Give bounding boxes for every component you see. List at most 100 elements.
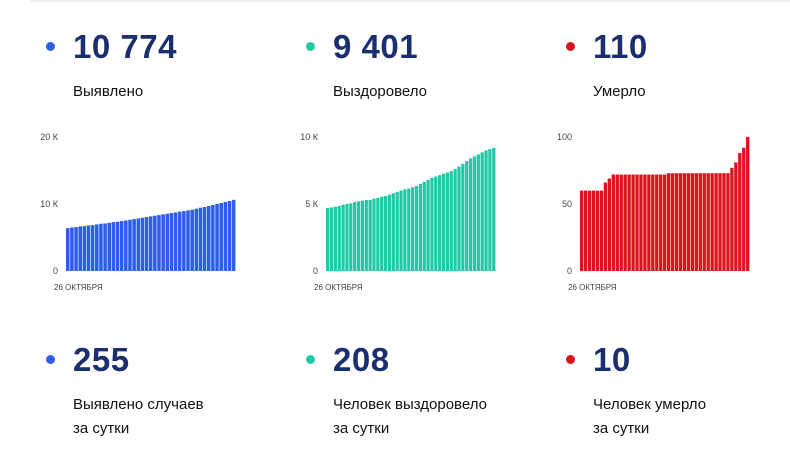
bar (611, 174, 615, 271)
total-detected-label: Выявлено (73, 83, 144, 100)
bar (356, 201, 361, 271)
bar (333, 206, 337, 271)
bar (78, 226, 82, 271)
bar (153, 215, 157, 271)
bar (674, 173, 679, 271)
bar (173, 212, 178, 272)
bar (82, 226, 87, 271)
bar (726, 173, 730, 271)
daily-detected-value: 255 (73, 341, 130, 378)
total-detected-value: 10 774 (73, 28, 177, 65)
died-dot-icon (566, 355, 575, 364)
bar (349, 203, 353, 271)
bar (690, 173, 695, 271)
recovered-dot-icon (306, 42, 315, 51)
bar (651, 174, 655, 271)
bar (619, 174, 623, 271)
bar (86, 225, 91, 271)
bar (631, 174, 635, 271)
bar (465, 161, 469, 271)
bar (659, 174, 663, 271)
y-tick-label: 10 К (40, 199, 59, 209)
bar (70, 227, 74, 271)
bar (403, 189, 407, 271)
bar (399, 190, 403, 271)
bar (734, 162, 738, 271)
bar (488, 149, 492, 271)
bar (326, 208, 330, 271)
bar (580, 190, 584, 271)
bar (128, 219, 132, 271)
bar (407, 188, 411, 271)
bar (140, 217, 145, 271)
bar (74, 227, 78, 271)
bar (186, 210, 190, 271)
bar (666, 173, 671, 271)
bar (583, 190, 588, 271)
bar (414, 185, 419, 271)
bar (169, 213, 174, 271)
x-start-label: 26 ОКТЯБРЯ (568, 283, 617, 292)
daily-recovered-value: 208 (333, 341, 390, 378)
bar (710, 173, 714, 271)
bar (161, 214, 165, 271)
bar (206, 206, 211, 271)
total-recovered-label: Выздоровело (333, 83, 428, 100)
bar (411, 187, 415, 271)
bar (587, 190, 592, 271)
bar (182, 211, 186, 271)
bar (99, 223, 103, 271)
bar (746, 137, 750, 271)
bar (111, 222, 116, 271)
bar (441, 173, 446, 271)
bar (591, 190, 596, 271)
bar (227, 200, 232, 271)
bar (198, 207, 203, 271)
bar (718, 173, 722, 271)
bar (329, 207, 334, 271)
total-died-label: Умерло (593, 83, 646, 100)
bar (219, 203, 223, 271)
bar (595, 190, 600, 271)
bar (383, 195, 388, 271)
bar (686, 173, 691, 271)
bar (95, 224, 99, 271)
total-died-value: 110 (593, 28, 648, 65)
bar (387, 194, 392, 271)
y-tick-label: 0 (313, 266, 318, 276)
detected-dot-icon (46, 42, 55, 51)
bar (124, 220, 128, 271)
bar (698, 173, 702, 271)
bar (119, 221, 124, 271)
bar (144, 217, 149, 271)
bar (603, 182, 608, 271)
bar (623, 174, 627, 271)
bar (453, 169, 457, 271)
bar (457, 166, 461, 271)
bar (107, 222, 112, 271)
y-tick-label: 0 (567, 266, 572, 276)
bar (607, 178, 612, 271)
chart-detected: 0 10 К 20 К 26 ОКТЯБРЯ (40, 132, 236, 292)
bar (430, 177, 434, 271)
bar (360, 200, 365, 271)
bar (395, 191, 399, 271)
bar (678, 173, 683, 271)
y-tick-label: 100 (557, 132, 572, 142)
bar (190, 209, 194, 271)
bar (148, 216, 153, 271)
bar (643, 174, 647, 271)
died-dot-icon (566, 42, 575, 51)
bar (380, 196, 384, 271)
bar (663, 174, 667, 271)
bar (492, 147, 496, 271)
bar (364, 199, 368, 271)
bar (742, 147, 746, 271)
bar (599, 190, 604, 271)
bar (223, 201, 228, 271)
detected-dot-icon (46, 355, 55, 364)
bar (341, 204, 345, 271)
y-tick-label: 5 К (305, 199, 319, 209)
daily-died-label-line1: Человек умерло (593, 396, 707, 413)
bar (337, 206, 341, 271)
